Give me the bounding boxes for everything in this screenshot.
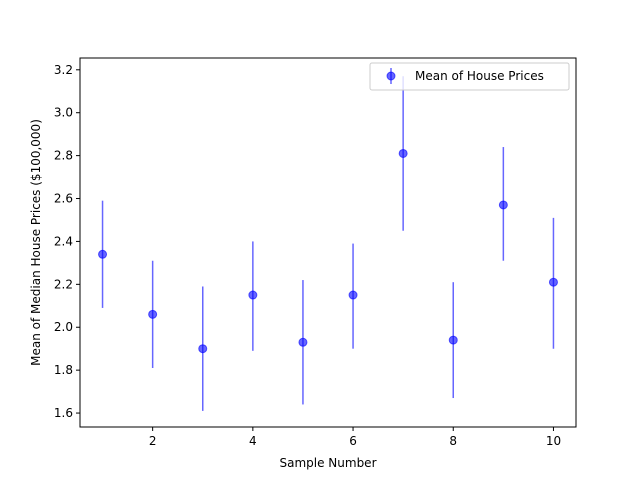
x-tick-label: 4 [249,434,257,448]
data-point [498,200,508,210]
legend-label: Mean of House Prices [415,69,544,83]
y-tick-label: 2.8 [54,149,73,163]
x-tick-label: 2 [149,434,157,448]
data-point [348,290,358,300]
x-axis-ticks: 2 4 6 8 10 [149,427,561,448]
y-axis-label: Mean of Median House Prices ($100,000) [29,119,43,366]
data-point [198,344,208,354]
legend-marker [386,71,396,81]
data-point [448,335,458,345]
y-tick-label: 3.0 [54,106,73,120]
x-tick-label: 6 [349,434,357,448]
data-point [248,290,258,300]
x-tick-label: 10 [546,434,561,448]
y-tick-label: 1.8 [54,363,73,377]
y-tick-label: 2.0 [54,320,73,334]
plot-frame [79,57,577,428]
y-tick-label: 2.6 [54,192,73,206]
y-tick-label: 1.6 [54,406,73,420]
data-marks [98,76,558,411]
data-point [298,337,308,347]
x-tick-label: 8 [449,434,457,448]
data-point [398,148,408,158]
x-axis-label: Sample Number [279,456,376,470]
data-point [148,309,158,319]
legend: Mean of House Prices [369,62,570,91]
y-tick-label: 2.4 [54,234,73,248]
legend-box [369,62,570,91]
y-axis-ticks: 1.6 1.8 2.0 2.2 2.4 2.6 2.8 3.0 3.2 [54,63,80,420]
y-tick-label: 3.2 [54,63,73,77]
data-point [548,277,558,287]
y-tick-label: 2.2 [54,277,73,291]
data-point [98,249,108,259]
